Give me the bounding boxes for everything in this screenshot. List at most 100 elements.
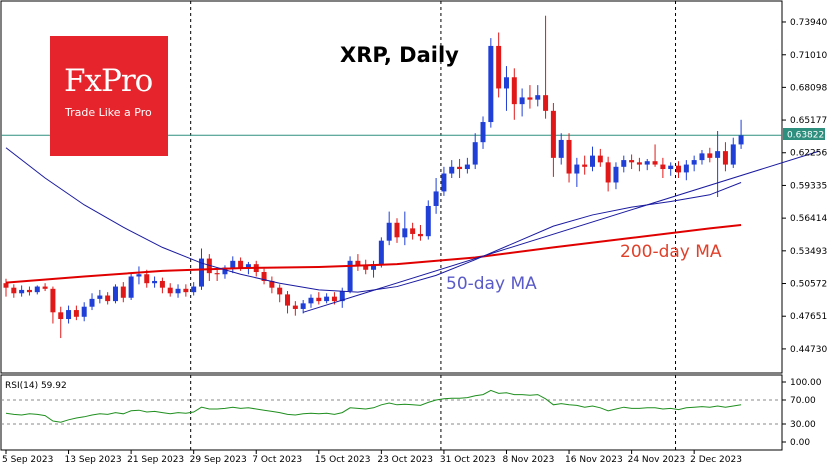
candle-body [582,164,588,167]
rsi-axis: 100.00 70.00 30.00 0.00 [782,378,822,448]
current-price-badge [783,128,825,140]
candle-body [558,139,564,158]
candle-body [574,164,580,174]
candle-body [339,291,345,302]
price-tick-label: 0.47651 [790,312,827,322]
fxpro-logo: FxPro Trade Like a Pro [50,36,168,156]
candle-body [26,289,32,293]
time-tick-label: 2 Dec 2023 [690,455,742,465]
candle-body [613,166,619,183]
candle-body [441,173,447,192]
candle-body [590,155,595,167]
price-axis: 0.73940 0.71010 0.68098 0.65177 0.62256 0.593… [782,18,827,355]
time-tick-label: 16 Nov 2023 [565,455,623,465]
price-tick-label: 0.56414 [790,214,827,224]
candle-body [730,144,736,165]
candle-body [144,274,150,284]
candle-body [214,273,220,275]
candle-body [50,288,56,313]
price-tick-label: 0.68098 [790,83,827,93]
candle-body [112,286,118,302]
candle-body [715,151,721,158]
candle-body [34,286,40,293]
candle-body [480,122,486,143]
price-tick-label: 0.53493 [790,247,827,257]
candle-body [183,288,189,293]
rsi-tick-label: 70.00 [790,396,816,406]
ma200-label: 200-day MA [620,242,722,262]
candle-body [676,165,682,173]
price-tick-label: 0.44730 [790,345,827,355]
candle-body [394,222,400,238]
candle-body [206,258,212,274]
candle-body [738,135,744,145]
candle-body [66,310,72,320]
time-tick-label: 24 Nov 2023 [628,455,686,465]
candle-body [175,288,181,294]
candle-body [159,280,165,288]
candle-body [3,283,9,288]
candle-body [136,274,142,277]
candle-body [97,295,103,299]
candle-body [543,95,549,111]
candle-body [660,164,666,170]
candle-body [347,260,353,292]
time-tick-label: 15 Oct 2023 [315,455,371,465]
candle-body [472,142,478,165]
candle-body [89,298,95,307]
time-tick-label: 23 Oct 2023 [377,455,433,465]
price-tick-label: 0.65177 [790,116,827,126]
period-separators [190,1,677,450]
price-tick-label: 0.73940 [790,18,827,28]
time-axis: 5 Sep 2023 13 Sep 2023 21 Sep 2023 29 Sep 2… [2,450,742,465]
candle-body [11,287,17,294]
candle-body [355,260,361,266]
rsi-label: RSI(14) 59.92 [5,381,67,391]
candle-body [621,160,627,167]
time-tick-label: 29 Sep 2023 [190,455,247,465]
candle-body [629,160,635,163]
time-tick-label: 31 Oct 2023 [440,455,496,465]
ma50-label: 50-day MA [446,274,537,294]
candle-body [636,162,642,165]
price-tick-label: 0.59335 [790,181,827,191]
candle-body [152,280,158,284]
candle-body [417,233,423,237]
candle-body [464,164,470,170]
candles [3,15,744,339]
candle-body [433,191,439,206]
rsi-line [5,389,742,423]
time-tick-label: 7 Oct 2023 [252,455,302,465]
rsi-tick-label: 100.00 [790,378,822,388]
candle-body [238,260,244,268]
candle-body [199,258,204,287]
candle-body [316,297,322,302]
candle-body [605,162,611,183]
candle-body [331,296,337,302]
logo-brand: FxPro [64,63,153,99]
candle-body [488,45,494,123]
candle-body [722,151,728,165]
candle-body [457,166,463,170]
candle-body [222,267,228,275]
candle-body [644,161,650,165]
candle-body [167,287,173,294]
candle-body [668,165,674,170]
candle-body [73,310,79,317]
candle-body [285,294,291,306]
candle-body [128,276,134,298]
rsi-pane [0,374,783,451]
time-tick-label: 8 Nov 2023 [502,455,554,465]
candle-body [105,295,111,302]
candle-body [386,222,392,241]
time-tick-label: 5 Sep 2023 [2,455,53,465]
candle-body [707,153,713,158]
candle-body [519,97,525,105]
logo-tagline: Trade Like a Pro [65,106,152,119]
price-tick-label: 0.71010 [790,51,827,61]
ma-line [303,150,820,313]
candle-body [230,260,236,268]
candle-body [652,161,658,165]
candle-body [699,153,705,161]
time-tick-label: 21 Sep 2023 [127,455,184,465]
